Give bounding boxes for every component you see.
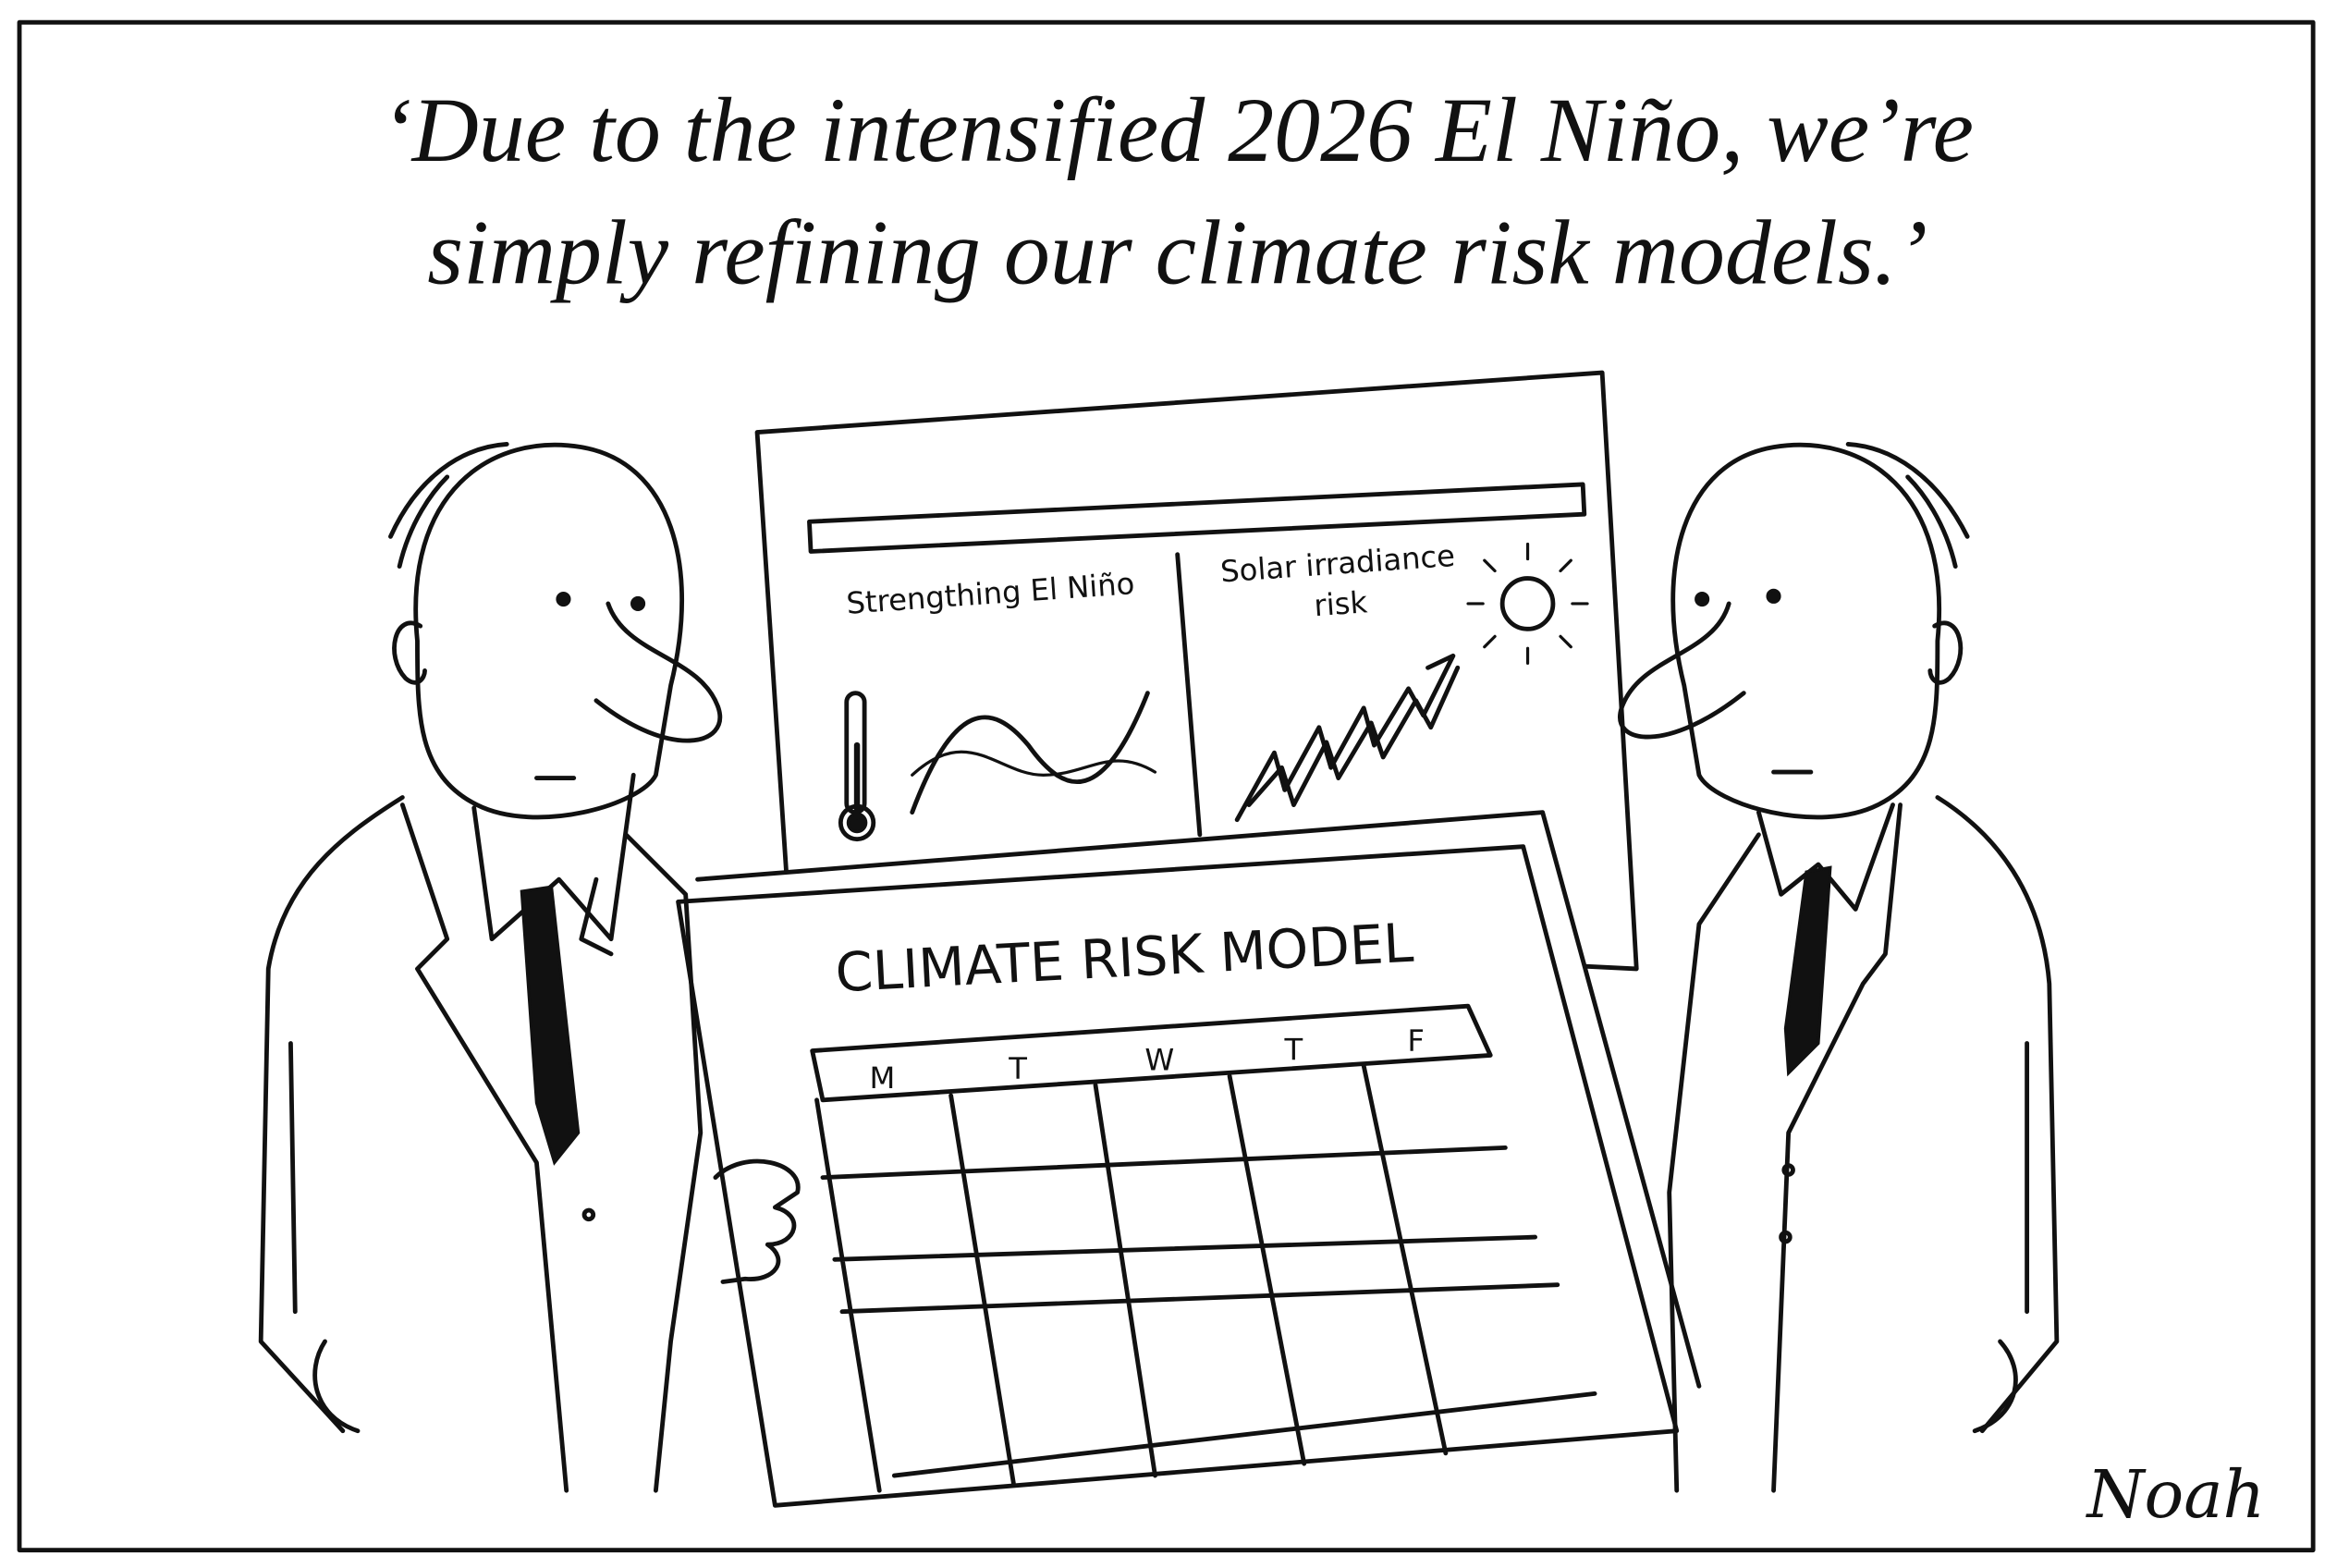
poster-stroke (1466, 542, 1589, 666)
poster (754, 370, 1639, 972)
poster-label: risk (1313, 584, 1369, 623)
board (676, 810, 1702, 1508)
poster-stroke (911, 750, 1157, 777)
right-man-stroke (1781, 1163, 1795, 1177)
right-man-stroke (1695, 592, 1710, 607)
right-man (1618, 442, 2060, 1493)
poster-stroke (1499, 576, 1556, 631)
board-stroke (814, 1063, 1597, 1493)
right-man-stroke (1756, 802, 1895, 912)
poster-stroke (1175, 552, 1203, 838)
day-label: W (1144, 1043, 1174, 1078)
right-man-stroke (1766, 588, 1781, 604)
right-man-stroke (1783, 865, 1832, 1077)
poster-stroke (1246, 665, 1461, 807)
day-label: M (870, 1060, 896, 1096)
signature: Noah (2085, 1456, 2265, 1533)
frame (17, 19, 2316, 1553)
left-man-stroke (579, 876, 614, 957)
right-man-stroke (1845, 442, 1970, 570)
right-man-stroke (1972, 1339, 2018, 1434)
left-man-stroke (392, 620, 427, 685)
caption-line: simply refining our climate risk models.… (427, 201, 1927, 303)
day-label: T (1008, 1051, 1027, 1086)
left-man-stroke (593, 601, 723, 743)
right-man-stroke (1670, 442, 1941, 820)
left-man-stroke (630, 595, 646, 611)
left-man-stroke (520, 885, 581, 1166)
left-man-stroke (713, 1158, 801, 1284)
left-man-stroke (312, 1339, 361, 1434)
board-stroke (810, 1003, 1493, 1103)
right-man-stroke (1779, 1230, 1793, 1244)
right-man-stroke (1618, 601, 1746, 740)
right-man-stroke (1927, 620, 1964, 685)
left-man (258, 442, 801, 1493)
left-man-stroke (556, 592, 571, 607)
left-man-stroke (388, 442, 509, 570)
right-man-stroke (1667, 795, 2060, 1493)
caption-line: ‘Due to the intensified 2026 El Niño, we… (381, 79, 1974, 181)
poster-stroke (1234, 653, 1456, 823)
day-label: F (1407, 1023, 1425, 1059)
left-man-stroke (471, 772, 636, 942)
left-man-stroke (581, 1207, 596, 1222)
left-man-stroke (258, 795, 704, 1493)
left-man-stroke (413, 442, 685, 820)
poster-stroke (910, 691, 1150, 815)
poster-stroke (807, 482, 1587, 554)
day-label: T (1284, 1032, 1303, 1067)
